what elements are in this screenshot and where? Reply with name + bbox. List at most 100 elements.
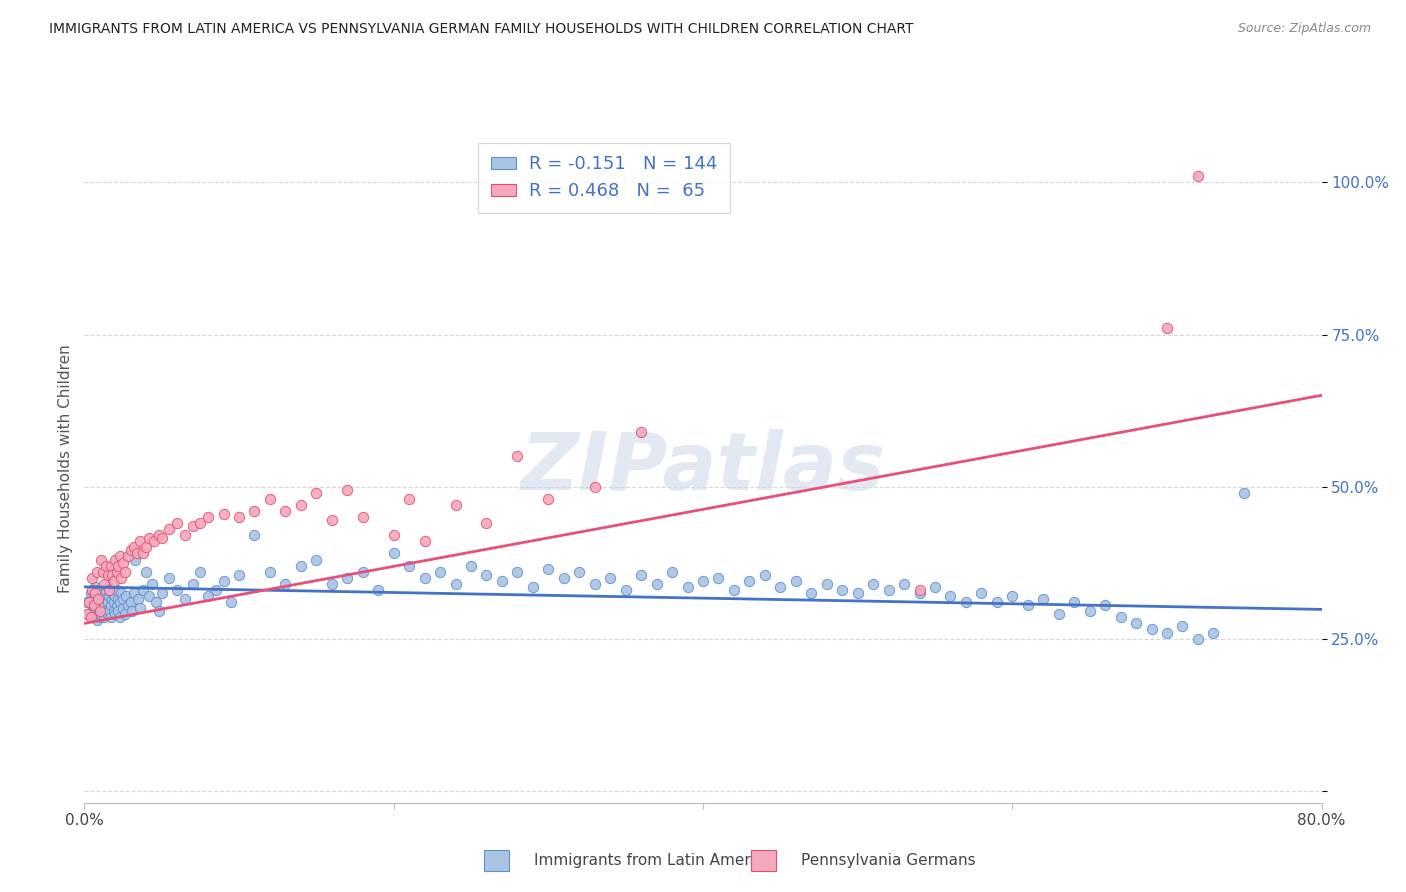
- Point: [174, 592, 197, 607]
- Point: [955, 595, 977, 609]
- Point: [117, 598, 139, 612]
- Point: [96, 607, 118, 622]
- Point: [110, 571, 132, 585]
- Point: [274, 504, 297, 518]
- Point: [862, 577, 884, 591]
- Point: [290, 558, 312, 573]
- Point: [174, 528, 197, 542]
- Point: [138, 589, 160, 603]
- Point: [96, 567, 118, 582]
- Point: [112, 601, 135, 615]
- Point: [166, 516, 188, 530]
- Point: [924, 580, 946, 594]
- Point: [893, 577, 915, 591]
- Point: [87, 607, 110, 622]
- Point: [132, 546, 155, 560]
- Point: [413, 534, 436, 549]
- Point: [120, 595, 142, 609]
- Point: [305, 552, 328, 566]
- Y-axis label: Family Households with Children: Family Households with Children: [58, 344, 73, 592]
- Point: [846, 586, 869, 600]
- Point: [1187, 169, 1209, 184]
- Point: [181, 519, 204, 533]
- Point: [93, 610, 115, 624]
- Point: [228, 567, 250, 582]
- Point: [105, 598, 128, 612]
- Point: [103, 574, 125, 588]
- Point: [692, 574, 714, 588]
- Point: [100, 558, 122, 573]
- Point: [93, 586, 115, 600]
- Point: [122, 541, 145, 555]
- Point: [259, 565, 281, 579]
- Point: [159, 571, 180, 585]
- Point: [877, 582, 900, 597]
- Text: Pennsylvania Germans: Pennsylvania Germans: [801, 854, 976, 868]
- Point: [90, 598, 112, 612]
- Point: [143, 534, 166, 549]
- Point: [537, 562, 560, 576]
- Point: [150, 586, 173, 600]
- Point: [93, 598, 115, 612]
- Point: [94, 604, 117, 618]
- Point: [228, 510, 250, 524]
- Point: [129, 534, 152, 549]
- Point: [90, 552, 112, 566]
- Point: [115, 589, 138, 603]
- Point: [104, 607, 127, 622]
- Point: [506, 565, 529, 579]
- Point: [96, 595, 118, 609]
- Point: [754, 567, 776, 582]
- Point: [939, 589, 962, 603]
- Point: [84, 580, 107, 594]
- Point: [150, 531, 173, 545]
- Point: [259, 491, 281, 506]
- Point: [661, 565, 683, 579]
- Point: [188, 565, 211, 579]
- Point: [129, 601, 152, 615]
- Point: [630, 567, 652, 582]
- Point: [124, 552, 146, 566]
- Point: [93, 577, 115, 591]
- Point: [986, 595, 1008, 609]
- Point: [568, 565, 591, 579]
- Point: [101, 592, 124, 607]
- Point: [491, 574, 513, 588]
- Point: [91, 565, 114, 579]
- Point: [100, 598, 122, 612]
- Point: [707, 571, 730, 585]
- Point: [738, 574, 761, 588]
- Point: [98, 580, 121, 594]
- Point: [148, 528, 170, 542]
- Point: [382, 528, 405, 542]
- Point: [86, 565, 108, 579]
- Text: Source: ZipAtlas.com: Source: ZipAtlas.com: [1237, 22, 1371, 36]
- Point: [103, 604, 125, 618]
- Point: [908, 582, 931, 597]
- Point: [367, 582, 389, 597]
- Point: [1032, 592, 1054, 607]
- Point: [82, 571, 104, 585]
- Point: [77, 607, 100, 622]
- Point: [1017, 598, 1039, 612]
- Point: [398, 558, 420, 573]
- Point: [82, 610, 104, 624]
- Text: Immigrants from Latin America: Immigrants from Latin America: [534, 854, 773, 868]
- Point: [1094, 598, 1116, 612]
- Point: [1156, 625, 1178, 640]
- Point: [98, 582, 121, 597]
- Point: [83, 601, 105, 615]
- Point: [382, 546, 405, 560]
- Point: [205, 582, 228, 597]
- Point: [98, 604, 121, 618]
- Point: [104, 552, 127, 566]
- Point: [87, 592, 110, 607]
- Point: [101, 567, 124, 582]
- Point: [83, 598, 105, 612]
- Point: [475, 516, 498, 530]
- Point: [82, 582, 104, 597]
- Point: [107, 592, 129, 607]
- Point: [110, 586, 132, 600]
- Point: [82, 598, 104, 612]
- Point: [336, 571, 359, 585]
